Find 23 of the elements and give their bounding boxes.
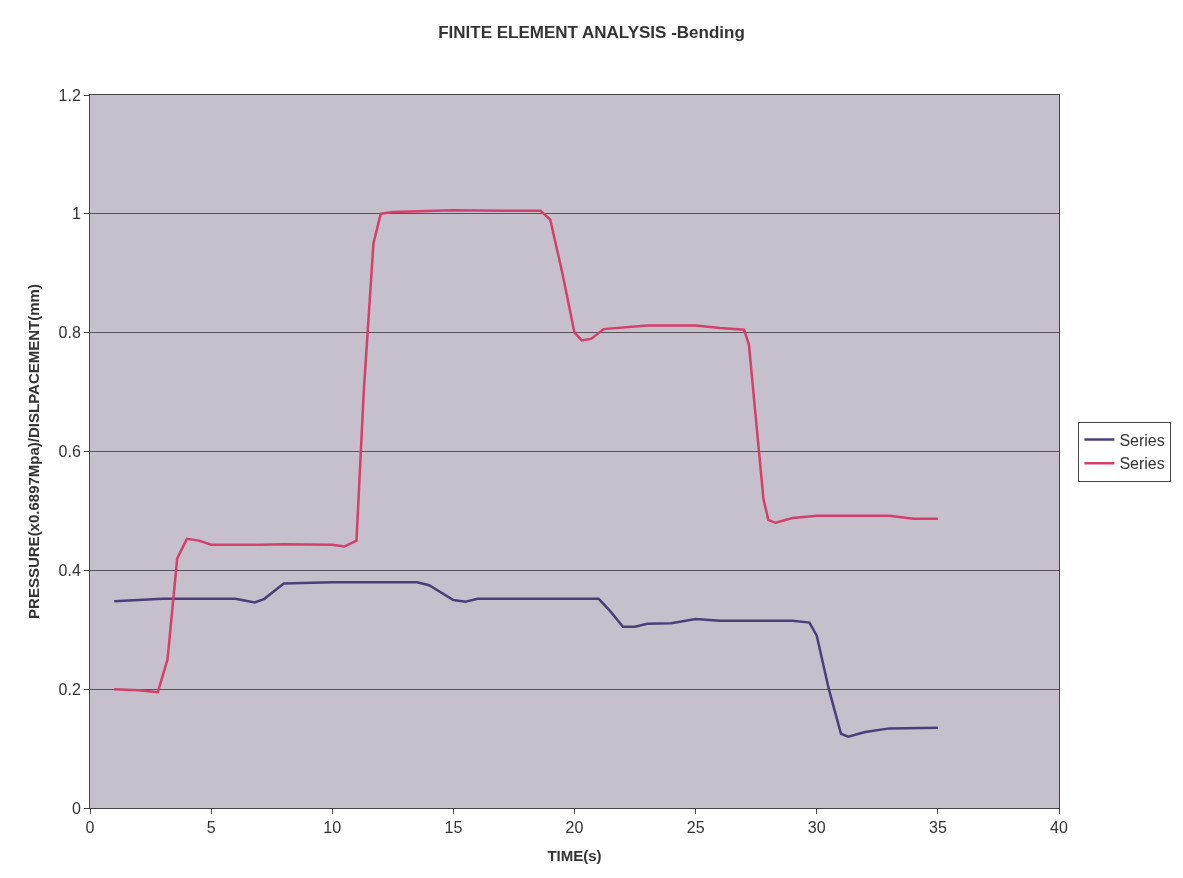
x-axis-title: TIME(s) [547, 847, 602, 865]
y-tick-label: 0.4 [58, 561, 81, 579]
x-tick-label: 40 [1050, 819, 1068, 837]
x-tick-label: 30 [807, 819, 826, 837]
x-tick-label: 0 [85, 819, 95, 837]
x-tick-label: 5 [206, 819, 216, 837]
line-series [112, 580, 940, 738]
y-tick-label: 1 [71, 205, 81, 223]
chart-title: FINITE ELEMENT ANALYSIS -Bending [438, 23, 745, 43]
x-tick-label: 15 [444, 819, 463, 837]
y-tick-label: 0.2 [58, 680, 81, 698]
y-tick-label: 0 [71, 799, 81, 817]
x-tick-label: 25 [686, 819, 705, 837]
line-series [112, 209, 940, 694]
y-tick-label: 0.8 [58, 324, 81, 342]
legend-label: Series [1119, 431, 1165, 449]
x-tick-label: 10 [323, 819, 342, 837]
x-tick-label: 20 [565, 819, 584, 837]
y-tick-label: 1.2 [58, 86, 81, 104]
x-tick-label: 35 [928, 819, 947, 837]
y-axis-title: PRESSURE(x0.6897Mpa)/DISLPACEMENT(mm) [24, 284, 42, 619]
legend-label: Series [1119, 455, 1165, 473]
y-tick-label: 0.6 [58, 443, 81, 461]
